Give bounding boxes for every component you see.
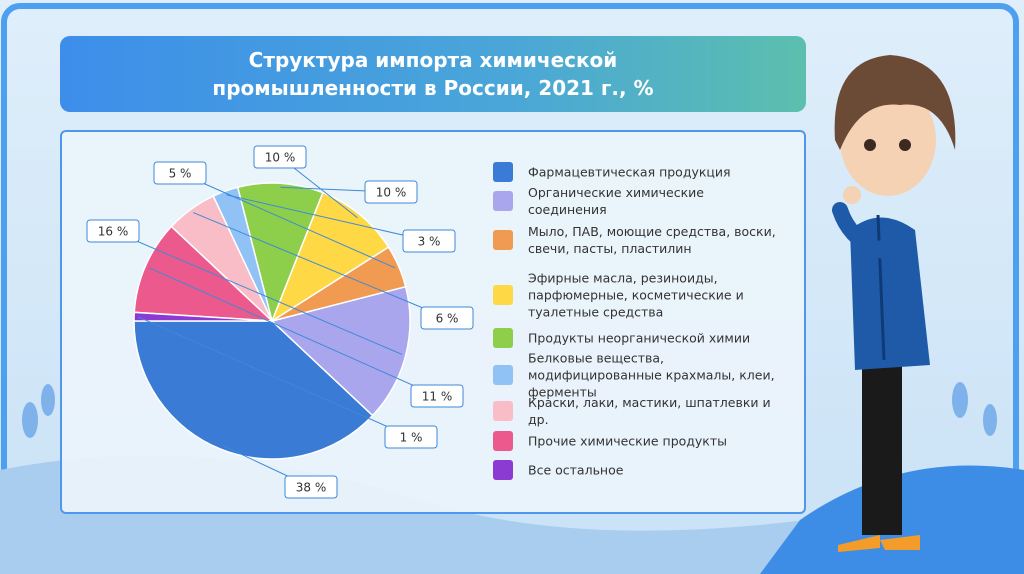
data-label: 38 % [296, 481, 327, 495]
label-box [384, 425, 438, 449]
leader-line [137, 316, 412, 438]
label-box [284, 475, 338, 499]
pie-slice [133, 320, 374, 460]
data-label: 1 % [400, 431, 423, 445]
leader-line [148, 267, 438, 397]
label-box [420, 306, 474, 330]
legend-swatch [493, 191, 513, 211]
legend-label: Фармацевтическая продукция [528, 164, 731, 180]
character [832, 55, 956, 552]
label-box [402, 229, 456, 253]
label-box [86, 219, 140, 243]
legend-swatch [493, 230, 513, 250]
legend-swatch [493, 365, 513, 385]
leader-line [179, 172, 396, 269]
leaves [22, 382, 997, 438]
data-label: 11 % [422, 390, 453, 404]
leader-line [193, 212, 448, 319]
legend-label: Все остальное [528, 462, 624, 478]
legend-label: Краски, лаки, мастики, шпатлевки и др. [528, 395, 771, 427]
pie-slice [133, 311, 273, 322]
label-box [410, 384, 464, 408]
data-label: 3 % [418, 235, 441, 249]
legend-swatch [493, 401, 513, 421]
data-label: 10 % [265, 151, 296, 165]
legend-label: Продукты неорганической химии [528, 330, 751, 346]
data-label: 5 % [169, 167, 192, 181]
legend-swatch [493, 285, 513, 305]
legend-swatch [493, 162, 513, 182]
data-label: 6 % [436, 312, 459, 326]
legend-label: Мыло, ПАВ, моющие средства, воски, свечи… [528, 224, 776, 256]
label-box [153, 161, 207, 185]
legend-swatch [493, 460, 513, 480]
legend-label: Белковые вещества, модифицированные крах… [528, 350, 775, 400]
legend-label: Прочие химические продукты [528, 433, 728, 449]
legend-label: Органические химические соединения [528, 185, 704, 217]
data-label: 10 % [376, 186, 407, 200]
pie-slice [236, 182, 324, 324]
legend-swatch [493, 431, 513, 451]
label-box [253, 145, 307, 169]
leader-line [226, 194, 430, 242]
data-label: 16 % [98, 225, 129, 239]
chart-title: Структура импорта химической промышленно… [60, 36, 806, 112]
pie-slice [133, 225, 275, 322]
leader-line [112, 230, 402, 355]
legend-swatch [493, 328, 513, 348]
legend-label: Эфирные масла, резиноиды, парфюмерные, к… [528, 270, 744, 320]
pie-slice [270, 285, 411, 417]
label-box [364, 180, 418, 204]
